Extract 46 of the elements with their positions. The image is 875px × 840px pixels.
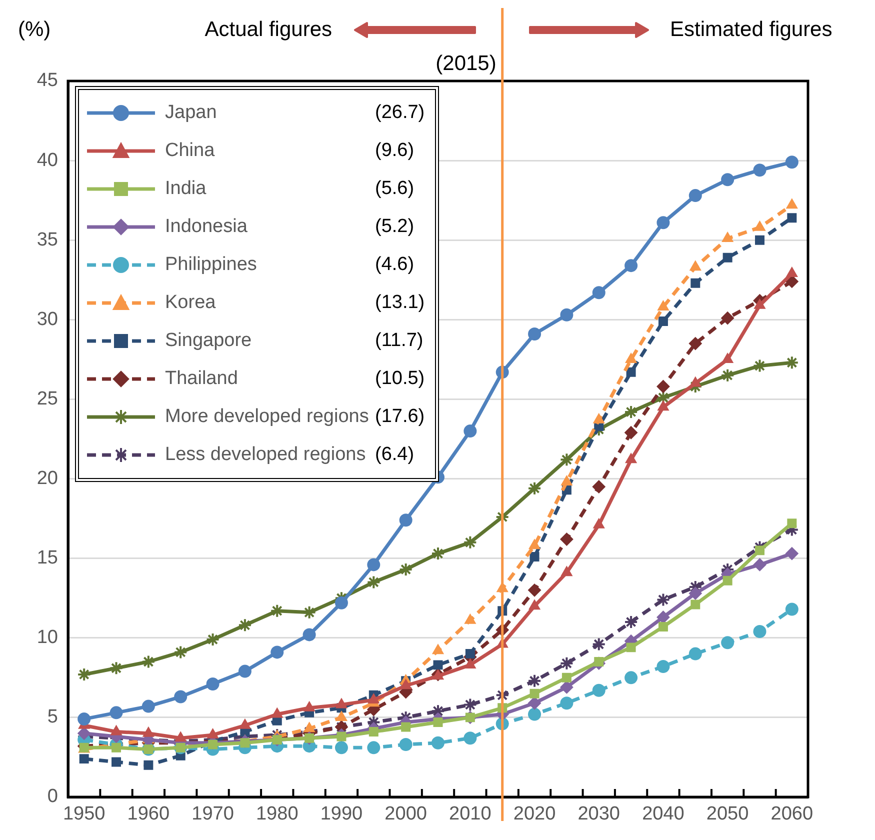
x-tick-label: 2030 bbox=[578, 804, 620, 825]
x-tick-label: 2010 bbox=[449, 804, 492, 825]
text: Estimated figures bbox=[670, 18, 832, 42]
legend-label: Korea bbox=[165, 292, 217, 314]
y-tick-label: 35 bbox=[36, 229, 58, 250]
x-tick-label: 2050 bbox=[706, 804, 749, 825]
legend-label: Less developed regions bbox=[165, 444, 367, 466]
legend-label: Philippines bbox=[165, 254, 258, 276]
legend-label: India bbox=[165, 178, 208, 200]
y-tick-label: 0 bbox=[47, 786, 58, 808]
legend-label: Singapore bbox=[165, 330, 253, 352]
y-tick-label: 40 bbox=[36, 150, 58, 171]
x-tick-label: 2000 bbox=[384, 804, 427, 825]
y-tick-label: 5 bbox=[47, 706, 58, 728]
x-tick-label: 1980 bbox=[256, 804, 298, 825]
annotation: (4.6) bbox=[375, 254, 416, 276]
annotation: (5.2) bbox=[375, 216, 416, 238]
x-tick-label: 2020 bbox=[513, 804, 556, 825]
text: Actual figures bbox=[204, 18, 332, 42]
annotation: (6.4) bbox=[375, 444, 416, 466]
y-axis-title: (%) bbox=[18, 18, 51, 42]
annotation: (10.5) bbox=[375, 368, 426, 390]
annotation: (5.6) bbox=[375, 178, 416, 200]
legend-label: Japan bbox=[165, 102, 218, 124]
x-tick-label: 1970 bbox=[192, 804, 234, 825]
y-tick-label: 25 bbox=[36, 388, 58, 410]
y-tick-label: 45 bbox=[36, 70, 58, 92]
annotation: (13.1) bbox=[375, 292, 426, 314]
x-tick-label: 2060 bbox=[770, 804, 814, 825]
x-tick-label: 2040 bbox=[642, 804, 684, 825]
legend-label: China bbox=[165, 140, 216, 162]
annotation: (17.6) bbox=[375, 406, 426, 428]
x-tick-label: 1990 bbox=[320, 804, 363, 825]
x-tick-label: 1960 bbox=[127, 804, 170, 825]
y-tick-label: 20 bbox=[36, 468, 58, 490]
legend-label: Thailand bbox=[165, 368, 239, 390]
ref-line-label: (2015) bbox=[436, 52, 496, 76]
annotation: (9.6) bbox=[375, 140, 416, 162]
y-tick-label: 10 bbox=[36, 627, 58, 648]
legend-label: More developed regions bbox=[165, 406, 370, 428]
x-tick-label: 1950 bbox=[62, 804, 106, 825]
y-tick-label: 30 bbox=[36, 308, 58, 330]
y-tick-label: 15 bbox=[36, 548, 58, 569]
annotation: (26.7) bbox=[375, 102, 426, 124]
annotation: (11.7) bbox=[375, 330, 424, 352]
legend-label: Indonesia bbox=[165, 216, 248, 238]
